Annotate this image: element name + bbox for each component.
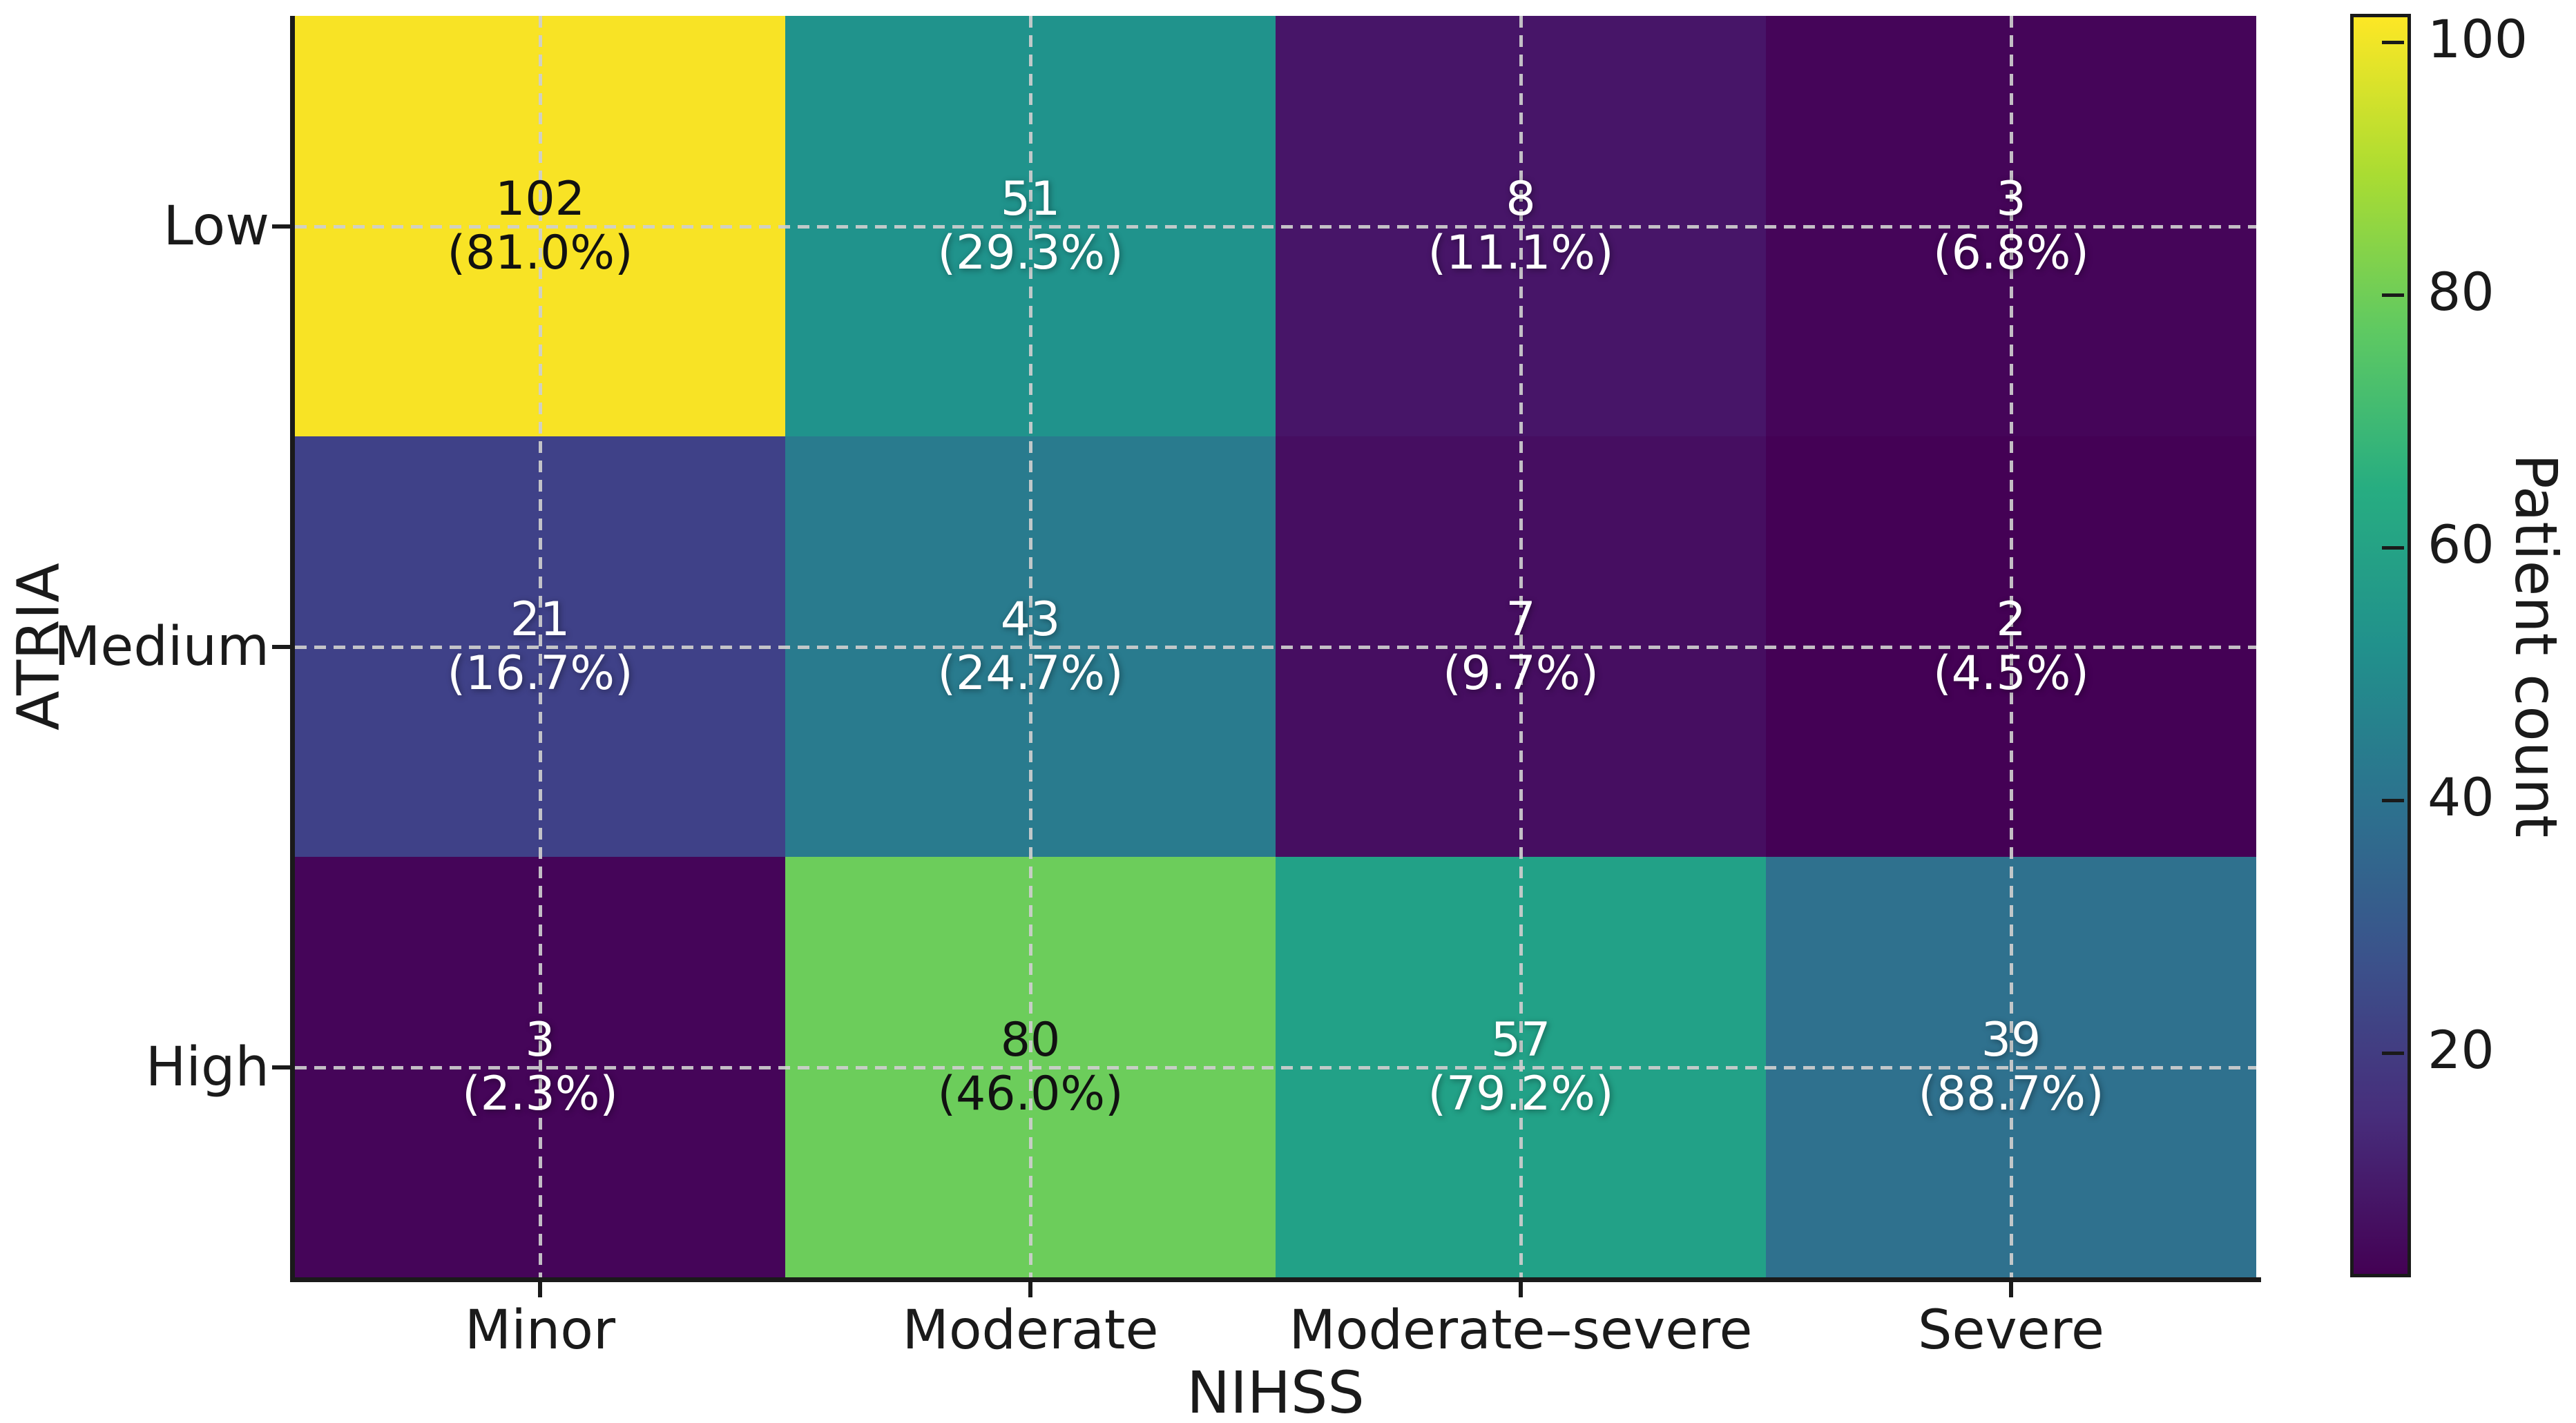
x-axis-tick	[2009, 1282, 2013, 1297]
gridline-vertical	[1029, 16, 1032, 1277]
cell-percent: (29.3%)	[937, 225, 1124, 280]
colorbar-tick	[2382, 293, 2404, 297]
colorbar-tick-label-80: 80	[2428, 261, 2495, 322]
y-tick-label-medium: Medium	[54, 616, 269, 678]
cell-count: 21	[510, 592, 570, 647]
cell-annotation: 80 (46.0%)	[937, 1012, 1124, 1121]
cell-percent: (81.0%)	[447, 225, 633, 280]
x-axis-tick	[1519, 1282, 1523, 1297]
cell-annotation: 21 (16.7%)	[447, 592, 633, 701]
cell-count: 2	[1996, 592, 2026, 647]
gridline-vertical	[1519, 16, 1523, 1277]
y-tick-label-low: Low	[163, 195, 269, 258]
colorbar-tick	[2382, 1052, 2404, 1055]
gridline-horizontal	[295, 1065, 2256, 1069]
gridline-vertical	[539, 16, 542, 1277]
cell-percent: (11.1%)	[1428, 225, 1614, 280]
cell-annotation: 57 (79.2%)	[1428, 1012, 1614, 1121]
cell-annotation: 39 (88.7%)	[1918, 1012, 2104, 1121]
x-tick-label-moderate: Moderate	[902, 1299, 1159, 1362]
cell-count: 3	[525, 1012, 555, 1067]
x-axis-spine	[290, 1277, 2261, 1282]
gridline-horizontal	[295, 645, 2256, 649]
x-tick-label-severe: Severe	[1918, 1299, 2104, 1362]
cell-count: 51	[1000, 171, 1061, 226]
cell-percent: (24.7%)	[937, 646, 1124, 701]
cell-annotation: 7 (9.7%)	[1443, 592, 1599, 701]
cell-count: 102	[495, 171, 585, 226]
cell-annotation: 43 (24.7%)	[937, 592, 1124, 701]
y-tick-label-high: High	[145, 1036, 269, 1098]
cell-percent: (9.7%)	[1443, 646, 1599, 701]
cell-annotation: 3 (2.3%)	[462, 1012, 618, 1121]
x-axis-tick	[1028, 1282, 1032, 1297]
colorbar-tick-label-40: 40	[2428, 766, 2495, 828]
colorbar-tick	[2382, 41, 2404, 44]
x-tick-label-moderate-severe: Moderate–severe	[1289, 1299, 1753, 1362]
gridline-horizontal	[295, 224, 2256, 229]
cell-count: 80	[1000, 1012, 1061, 1067]
cell-count: 57	[1490, 1012, 1551, 1067]
cell-count: 3	[1996, 171, 2026, 226]
x-tick-label-minor: Minor	[464, 1299, 616, 1362]
colorbar-tick-label-100: 100	[2428, 8, 2528, 70]
cell-percent: (46.0%)	[937, 1066, 1124, 1121]
colorbar-tick-label-20: 20	[2428, 1019, 2495, 1081]
y-axis-tick	[272, 644, 290, 649]
y-axis-title: ATRIA	[4, 563, 73, 730]
cell-count: 8	[1506, 171, 1536, 226]
cell-percent: (4.5%)	[1933, 646, 2089, 701]
cell-annotation: 102 (81.0%)	[447, 171, 633, 280]
x-axis-title: NIHSS	[1186, 1359, 1365, 1423]
cell-annotation: 3 (6.8%)	[1933, 171, 2089, 280]
y-axis-tick	[272, 224, 290, 229]
colorbar	[2350, 14, 2411, 1277]
colorbar-tick-label-60: 60	[2428, 514, 2495, 575]
cell-percent: (2.3%)	[462, 1066, 618, 1121]
cell-annotation: 51 (29.3%)	[937, 171, 1124, 280]
gridline-vertical	[2010, 16, 2013, 1277]
cell-percent: (16.7%)	[447, 646, 633, 701]
colorbar-tick	[2382, 799, 2404, 802]
colorbar-tick	[2382, 546, 2404, 550]
x-axis-tick	[538, 1282, 542, 1297]
cell-percent: (88.7%)	[1918, 1066, 2104, 1121]
y-axis-spine	[290, 16, 295, 1282]
heatmap-plot-area: 102 (81.0%) 51 (29.3%) 8 (11.1%) 3 (6.8%) 21…	[272, 16, 2261, 1297]
cell-percent: (79.2%)	[1428, 1066, 1614, 1121]
colorbar-title: Patient count	[2502, 453, 2570, 838]
cell-annotation: 8 (11.1%)	[1428, 171, 1614, 280]
cell-percent: (6.8%)	[1933, 225, 2089, 280]
y-axis-tick	[272, 1065, 290, 1069]
cell-count: 7	[1506, 592, 1536, 647]
cell-count: 39	[1981, 1012, 2041, 1067]
cell-count: 43	[1000, 592, 1061, 647]
cell-annotation: 2 (4.5%)	[1933, 592, 2089, 701]
